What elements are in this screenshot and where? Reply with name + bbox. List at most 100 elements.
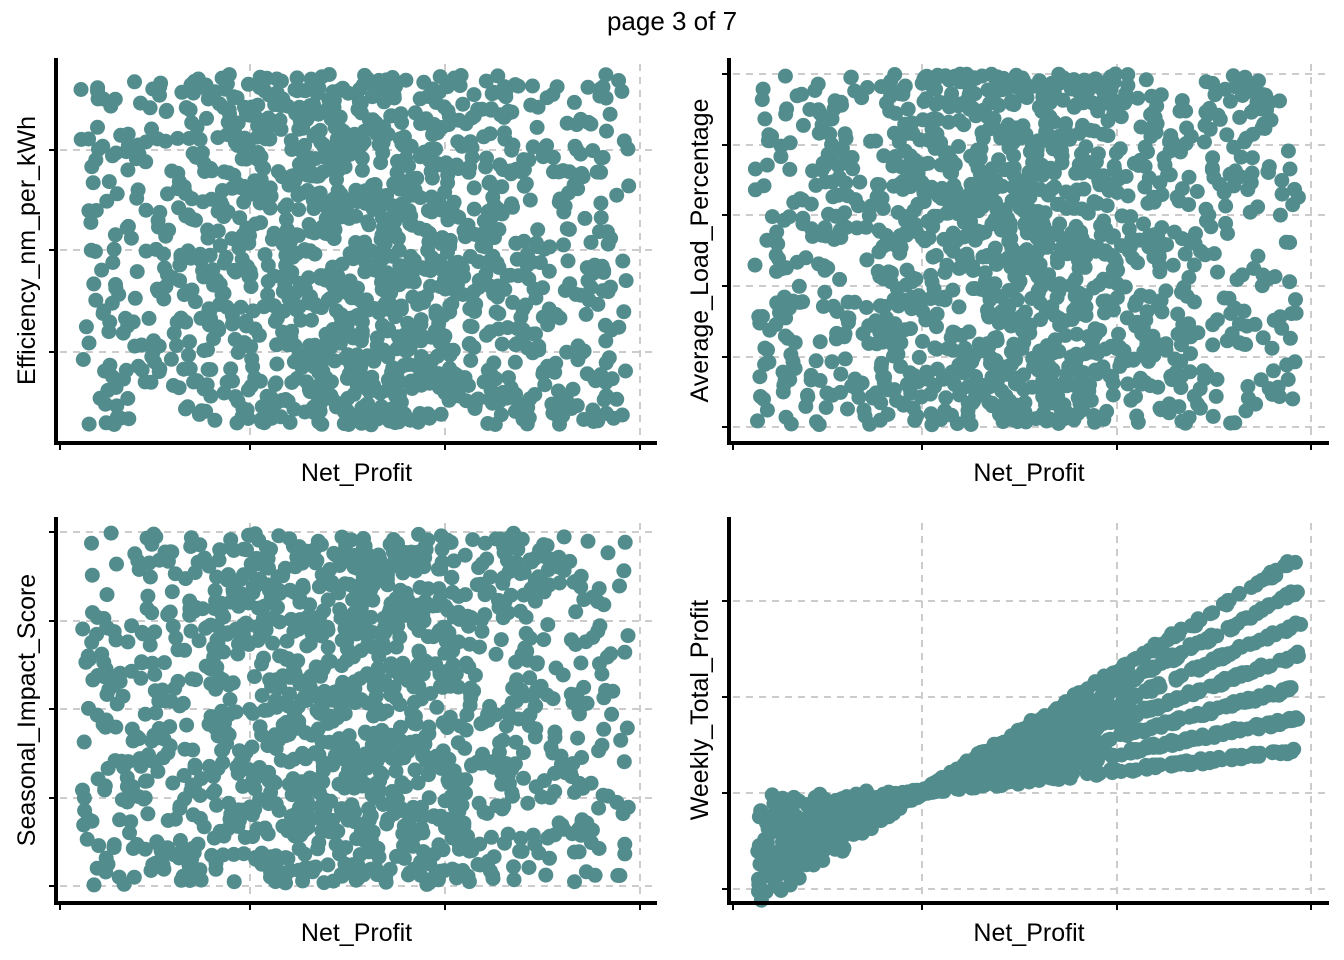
scatter-point: [462, 697, 478, 713]
scatter-point: [353, 105, 369, 121]
scatter-point: [872, 298, 888, 314]
scatter-point: [573, 655, 589, 671]
scatter-point: [247, 669, 262, 685]
scatter-point: [364, 89, 380, 105]
scatter-point: [1205, 150, 1221, 166]
scatter-point: [1159, 237, 1175, 253]
scatter-point: [343, 613, 359, 629]
scatter-point: [286, 401, 302, 417]
scatter-point: [538, 867, 554, 883]
scatter-point: [837, 351, 853, 367]
scatter-point: [496, 798, 512, 814]
scatter-point: [355, 77, 371, 93]
scatter-point: [1113, 109, 1129, 125]
scatter-point: [411, 643, 427, 659]
scatter-point: [1274, 186, 1290, 202]
scatter-point: [570, 730, 586, 746]
scatter-point: [466, 201, 482, 217]
scatter-point: [431, 623, 447, 639]
scatter-point: [120, 126, 136, 142]
scatter-point: [158, 104, 174, 120]
scatter-point: [477, 607, 493, 623]
scatter-point: [1128, 389, 1143, 405]
scatter-point: [462, 318, 478, 334]
scatter-point: [375, 299, 390, 315]
scatter-point: [1112, 141, 1128, 157]
scatter-point: [502, 267, 518, 283]
scatter-point: [1272, 389, 1287, 405]
scatter-point: [1030, 362, 1046, 378]
scatter-point: [996, 218, 1012, 234]
scatter-point: [179, 717, 195, 733]
scatter-point: [1123, 209, 1139, 225]
scatter-point: [1284, 306, 1299, 322]
scatter-point: [185, 742, 201, 758]
scatter-point: [205, 785, 221, 801]
scatter-point: [561, 222, 577, 237]
scatter-point: [1267, 312, 1282, 328]
scatter-point: [328, 837, 344, 852]
scatter-point: [567, 874, 582, 890]
scatter-point: [861, 208, 877, 224]
scatter-point: [312, 185, 328, 201]
scatter-point: [598, 67, 614, 83]
scatter-point: [614, 83, 630, 99]
scatter-point: [1043, 160, 1059, 176]
scatter-point: [196, 343, 212, 359]
scatter-point: [926, 111, 942, 127]
scatter-point: [390, 535, 405, 551]
scatter-point: [116, 876, 132, 892]
scatter-point: [150, 131, 166, 147]
scatter-point: [783, 416, 799, 432]
scatter-point: [815, 298, 831, 314]
scatter-point: [293, 185, 309, 201]
scatter-point: [315, 759, 331, 775]
scatter-point: [552, 191, 568, 207]
scatter-point: [411, 526, 427, 542]
scatter-point: [196, 819, 212, 835]
scatter-point: [937, 265, 953, 280]
scatter-point: [178, 314, 194, 330]
scatter-point: [461, 659, 477, 675]
scatter-point: [965, 189, 981, 205]
scatter-point: [1262, 94, 1278, 110]
scatter-point: [604, 371, 620, 387]
scatter-point: [152, 361, 168, 377]
scatter-point: [156, 655, 172, 671]
scatter-point: [840, 401, 855, 417]
scatter-point: [484, 386, 500, 402]
scatter-point: [1109, 185, 1125, 200]
scatter-point: [345, 592, 361, 608]
scatter-point: [177, 791, 193, 807]
scatter-point: [325, 264, 341, 280]
scatter-point: [420, 753, 435, 768]
scatter-point: [897, 322, 913, 338]
scatter-point: [354, 162, 370, 178]
scatter-point: [949, 416, 965, 432]
scatter-point: [540, 617, 556, 633]
scatter-point: [490, 592, 506, 608]
scatter-point: [1067, 288, 1083, 304]
scatter-point: [313, 798, 329, 814]
scatter-point: [1044, 181, 1060, 197]
scatter-point: [586, 414, 601, 429]
scatter-point: [1031, 232, 1047, 248]
scatter-point: [817, 220, 833, 236]
scatter-point: [106, 837, 122, 853]
scatter-point: [908, 224, 924, 240]
scatter-point: [515, 745, 531, 761]
scatter-point: [96, 654, 112, 670]
scatter-point: [1140, 195, 1156, 211]
scatter-point: [546, 164, 561, 180]
scatter-point: [535, 364, 551, 379]
scatter-point: [482, 126, 498, 142]
scatter-point: [226, 123, 242, 139]
scatter-point: [1016, 334, 1032, 350]
scatter-point: [313, 268, 329, 284]
scatter-point: [212, 542, 228, 558]
scatter-point: [1130, 317, 1146, 333]
scatter-point: [1152, 400, 1168, 416]
scatter-point: [171, 174, 187, 190]
scatter-point: [167, 811, 183, 827]
scatter-point: [981, 394, 997, 410]
